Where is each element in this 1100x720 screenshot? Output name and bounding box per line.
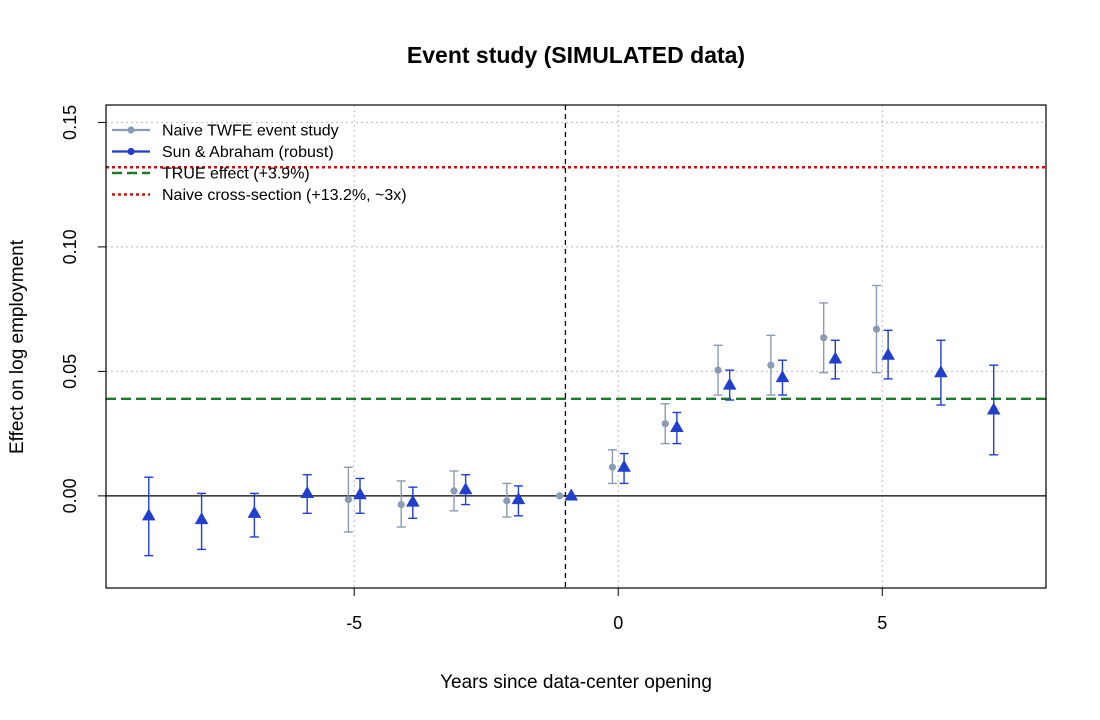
x-tick-label-0: -5 [346, 613, 362, 633]
point-1-12 [775, 370, 790, 383]
point-0-1 [397, 500, 405, 509]
point-1-8 [564, 488, 579, 501]
point-0-5 [608, 463, 617, 471]
point-1-2 [247, 505, 262, 518]
point-1-15 [934, 365, 948, 378]
point-0-4 [556, 492, 564, 500]
y-tick-label-2: 0.10 [60, 229, 80, 264]
point-1-9 [617, 459, 631, 472]
x-tick-label-1: 0 [613, 613, 623, 633]
point-1-13 [828, 351, 843, 364]
point-1-5 [406, 494, 420, 507]
legend: Naive TWFE event study Sun & Abraham (rob… [112, 123, 407, 204]
point-1-14 [881, 347, 895, 360]
legend-label-2: TRUE effect (+3.9%) [162, 166, 310, 183]
chart-title: Event study (SIMULATED data) [407, 42, 745, 68]
point-0-9 [820, 334, 828, 342]
legend-item-1: Sun & Abraham (robust) [112, 144, 334, 161]
point-0-3 [503, 497, 511, 505]
point-1-3 [300, 485, 315, 498]
y-tick-label-1: 0.05 [60, 354, 80, 389]
axes: -5 0 5 0.00 0.05 0.10 0.15 [60, 104, 1047, 633]
legend-swatch-marker-1 [127, 147, 135, 156]
plot-frame [105, 104, 1047, 589]
point-0-0 [344, 496, 352, 504]
point-0-10 [872, 325, 881, 333]
legend-item-3: Naive cross-section (+13.2%, ~3x) [112, 187, 407, 204]
point-0-6 [661, 420, 669, 428]
legend-item-0: Naive TWFE event study [112, 123, 339, 140]
x-tick-label-2: 5 [877, 613, 887, 633]
point-1-11 [722, 377, 737, 390]
point-1-1 [194, 512, 209, 525]
series-0 [343, 284, 881, 533]
reference-lines [106, 105, 1046, 588]
legend-label-1: Sun & Abraham (robust) [162, 144, 334, 161]
y-tick-label-3: 0.15 [60, 105, 80, 140]
legend-label-0: Naive TWFE event study [162, 123, 339, 140]
y-axis-label: Effect on log employment [7, 239, 28, 454]
series-1 [141, 329, 1001, 557]
legend-label-3: Naive cross-section (+13.2%, ~3x) [162, 187, 407, 204]
point-1-7 [511, 492, 526, 505]
point-1-16 [986, 402, 1001, 415]
point-0-8 [767, 361, 775, 369]
point-1-6 [458, 482, 473, 495]
legend-swatch-marker-0 [127, 126, 135, 134]
point-1-10 [670, 419, 684, 432]
x-axis-label: Years since data-center opening [440, 672, 712, 693]
legend-item-2: TRUE effect (+3.9%) [112, 166, 310, 183]
point-0-7 [714, 366, 722, 374]
point-1-0 [141, 508, 156, 521]
y-tick-label-0: 0.00 [60, 478, 80, 513]
point-1-4 [353, 487, 367, 500]
point-0-2 [450, 487, 458, 495]
data-series [141, 284, 1001, 557]
